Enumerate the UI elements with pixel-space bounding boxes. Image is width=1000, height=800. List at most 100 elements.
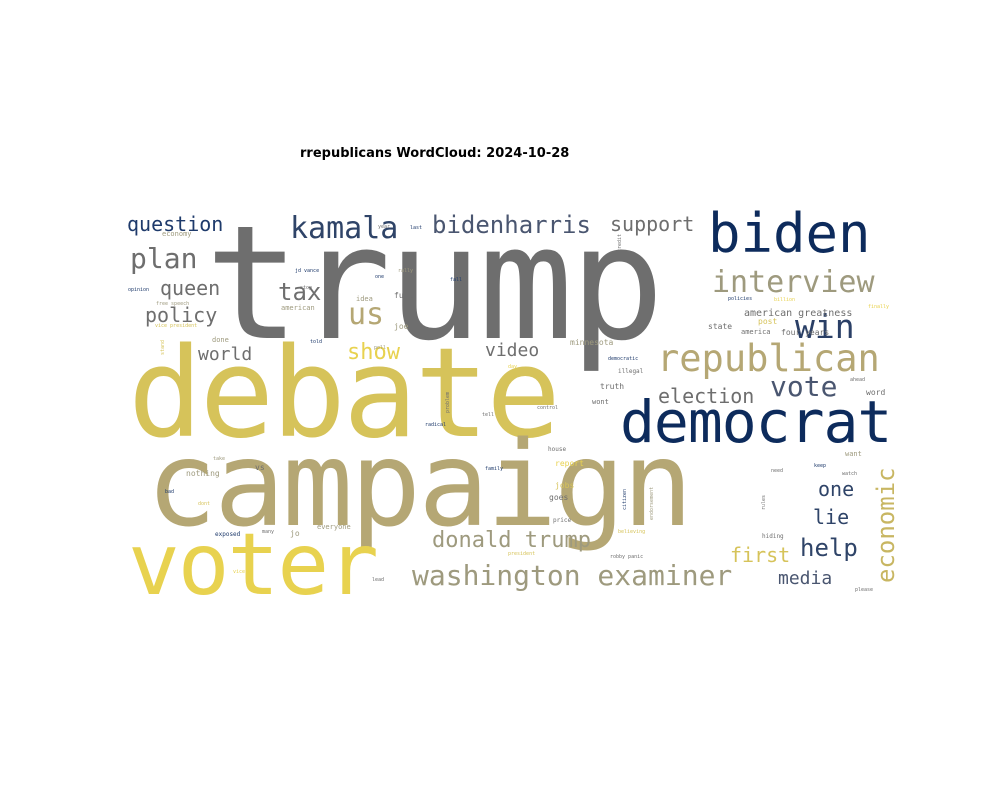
- word-house: house: [548, 446, 567, 453]
- word-policy: policy: [145, 303, 218, 327]
- word-interview: interview: [712, 265, 875, 300]
- word-opinion: opinion: [128, 287, 150, 293]
- word-idea: idea: [356, 295, 373, 303]
- word-president: president: [508, 551, 536, 557]
- word-campaign: campaign: [146, 415, 693, 553]
- word-policies: policies: [728, 296, 753, 302]
- word-state: state: [708, 322, 733, 331]
- word-american: american: [281, 304, 315, 312]
- word-control: control: [537, 405, 559, 411]
- word-dont: dont: [198, 501, 211, 507]
- word-illegal: illegal: [618, 368, 644, 375]
- word-america: america: [741, 328, 771, 336]
- word-lead: lead: [372, 577, 385, 583]
- word-win: win: [795, 307, 855, 346]
- word-jobs: jobs: [555, 481, 575, 490]
- chart-title: rrepublicans WordCloud: 2024-10-28: [300, 146, 570, 161]
- word-everyone: everyone: [317, 523, 351, 531]
- word-believing: believing: [618, 529, 646, 535]
- word-bad: bad: [165, 489, 175, 495]
- word-done: done: [212, 336, 229, 344]
- word-stop: stop: [300, 285, 313, 291]
- word-question: question: [127, 212, 224, 236]
- word-show: show: [347, 340, 400, 365]
- word-democratic: democratic: [608, 356, 639, 362]
- word-lie: lie: [813, 505, 850, 529]
- word-queen: queen: [160, 276, 221, 300]
- word-want: want: [845, 450, 862, 458]
- word-rally: rally: [398, 268, 414, 274]
- word-truth: truth: [600, 382, 625, 391]
- word-us: us: [348, 297, 385, 332]
- word-election: election: [658, 384, 755, 408]
- word-trump: trump: [205, 192, 665, 376]
- word-vice-president: vice president: [155, 323, 198, 329]
- word-economic: economic: [872, 467, 900, 583]
- word-american-greatness: american greatness: [744, 308, 853, 319]
- word-tax: tax: [278, 278, 322, 306]
- word-report: report: [555, 459, 584, 468]
- word-stand: stand: [160, 339, 166, 355]
- word-kamala: kamala: [290, 211, 399, 246]
- word-debate: debate: [128, 322, 561, 466]
- word-vote: vote: [770, 370, 838, 403]
- word-rules: rules: [761, 494, 767, 510]
- word-robby-panic: robby panic: [610, 554, 644, 560]
- word-told: told: [310, 339, 323, 345]
- word-family: family: [485, 466, 504, 472]
- word-poll: poll: [374, 345, 387, 351]
- word-first: first: [730, 543, 791, 567]
- word-four-years: four years: [781, 328, 830, 337]
- word-video: video: [485, 340, 540, 361]
- word-one-small: one: [375, 274, 385, 280]
- word-one: one: [818, 477, 855, 501]
- word-citizen: citizen: [622, 488, 628, 510]
- word-washington-examiner: washington examiner: [412, 559, 733, 592]
- word-finally: finally: [868, 304, 890, 310]
- word-nothing: nothing: [186, 469, 220, 478]
- word-economy: economy: [162, 230, 192, 238]
- word-word: word: [866, 388, 886, 397]
- word-keep: keep: [814, 463, 827, 469]
- word-credit: credit: [617, 233, 623, 252]
- word-plan: plan: [130, 242, 198, 275]
- word-please: please: [855, 587, 874, 593]
- word-biden: biden: [708, 202, 871, 265]
- word-radical: radical: [425, 422, 447, 428]
- word-joe: joe: [394, 322, 409, 331]
- word-republican: republican: [657, 337, 880, 380]
- word-support: support: [610, 212, 695, 236]
- word-minnesota: minnesota: [570, 338, 614, 347]
- word-post: post: [758, 317, 778, 326]
- word-media: media: [778, 568, 833, 589]
- word-jo: jo: [290, 529, 300, 538]
- word-world: world: [198, 344, 253, 365]
- word-help: help: [800, 534, 858, 562]
- word-full: full: [394, 291, 414, 300]
- word-free-speech: free speech: [156, 301, 190, 307]
- word-day: day: [508, 364, 518, 370]
- word-watch: watch: [842, 471, 858, 477]
- word-democrat: democrat: [620, 388, 892, 456]
- word-last: last: [410, 225, 423, 231]
- word-many: many: [262, 529, 275, 535]
- word-vice: vice: [233, 569, 246, 575]
- word-goes: goes: [549, 493, 569, 502]
- word-hiding: hiding: [762, 533, 784, 540]
- word-take: take: [213, 456, 226, 462]
- word-need: need: [771, 468, 784, 474]
- word-tell: tell: [482, 412, 495, 418]
- word-year: year: [378, 224, 391, 230]
- word-donald-trump: donald trump: [432, 528, 591, 553]
- word-vs: vs: [255, 463, 265, 472]
- word-endorsement: endorsement: [649, 486, 655, 520]
- word-price: price: [553, 517, 572, 524]
- word-exposed: exposed: [215, 531, 241, 538]
- word-problem: problem: [445, 391, 451, 413]
- word-bidenharris: bidenharris: [432, 211, 591, 239]
- word-jd-vance: jd vance: [295, 268, 320, 274]
- word-voter: voter: [128, 515, 379, 615]
- word-wont: wont: [592, 398, 609, 406]
- word-billion: billion: [774, 297, 796, 303]
